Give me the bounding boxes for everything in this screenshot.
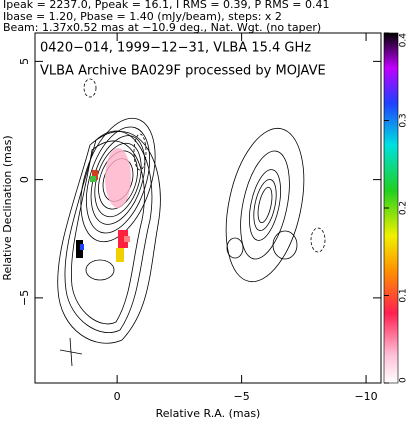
header-line: Beam: 1.37x0.52 mas at −10.9 deg., Nat. … (3, 21, 321, 34)
contours (57, 78, 326, 367)
y-tick-label: 0 (18, 176, 31, 183)
chart-subtitle: VLBA Archive BA029F processed by MOJAVE (40, 64, 326, 79)
colorbar-tick-label: 0.4 (399, 33, 409, 48)
header-line: Ipeak = 2237.0, Ppeak = 16.1, I RMS = 0.… (3, 0, 330, 11)
colorbar-tick-label: 0 (399, 377, 409, 383)
x-tick-label: 0 (114, 390, 121, 403)
colorbar-tick-label: 0.1 (399, 288, 409, 302)
y-tick-label: −5 (18, 290, 31, 306)
y-axis-label: Relative Declination (mas) (1, 135, 14, 280)
x-tick-label: −5 (233, 390, 249, 403)
colorbar-tick-label: 0.3 (399, 113, 409, 127)
plot-frame (34, 32, 382, 384)
polarization-patches (76, 148, 131, 262)
x-axis-label: Relative R.A. (mas) (156, 407, 261, 420)
colorbar-tick-label: 0.2 (399, 201, 409, 215)
header-line: Ibase = 1.20, Pbase = 1.40 (mJy/beam), s… (3, 10, 282, 23)
y-tick-label: 5 (18, 58, 31, 65)
chart-title: 0420−014, 1999−12−31, VLBA 15.4 GHz (40, 41, 311, 56)
x-tick-label: −10 (354, 390, 377, 403)
